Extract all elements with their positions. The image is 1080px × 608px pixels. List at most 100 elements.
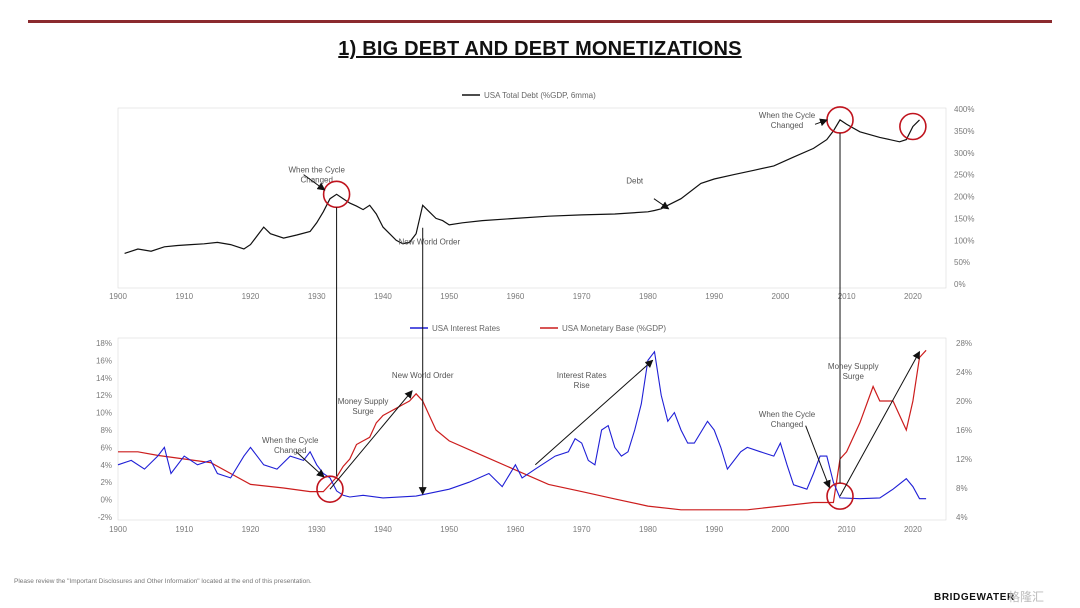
annotation-label: When the Cycle Changed	[759, 111, 816, 130]
top-rule	[28, 20, 1052, 23]
arrow-debt	[653, 198, 670, 210]
y-tick-label: 12%	[96, 391, 112, 400]
y-tick-label: 250%	[954, 171, 974, 180]
y-tick-label: 0%	[954, 280, 966, 289]
x-tick-label: 1980	[639, 525, 657, 534]
x-tick-label: 1940	[374, 292, 392, 301]
annotation-line: Money Supply	[828, 362, 879, 371]
annotation-label: Interest Rates Rise	[557, 371, 607, 390]
y-tick-label: 6%	[100, 443, 112, 452]
bottom-x-axis: 1900 1910 1920 1930 1940 1950 1960 1970 1980 1990…	[109, 525, 922, 534]
annotation-line: Surge	[843, 372, 865, 381]
y-tick-label: 300%	[954, 149, 974, 158]
monetary-series-line	[118, 349, 927, 511]
annotation-line: Interest Rates	[557, 371, 607, 380]
x-tick-label: 1990	[705, 525, 723, 534]
x-tick-label: 2020	[904, 292, 922, 301]
debt-chart-frame	[117, 107, 947, 289]
x-tick-label: 1980	[639, 292, 657, 301]
annotation-label: When the Cycle Changed	[759, 410, 816, 429]
x-tick-label: 1990	[705, 292, 723, 301]
x-tick-label: 1960	[507, 525, 525, 534]
rates-monetary-chart: USA Interest Rates USA Monetary Base (%G…	[96, 324, 972, 534]
rates-chart-frame	[117, 337, 947, 521]
legend-label-debt: USA Total Debt (%GDP, 6mma)	[484, 91, 596, 100]
page-title: 1) BIG DEBT AND DEBT MONETIZATIONS	[338, 38, 742, 60]
x-tick-label: 2010	[838, 525, 856, 534]
highlight-circle	[316, 475, 344, 503]
legend-label-monetary: USA Monetary Base (%GDP)	[562, 324, 666, 333]
y-tick-label: 2%	[100, 478, 112, 487]
y-tick-label: 24%	[956, 368, 972, 377]
x-tick-label: 1920	[242, 525, 260, 534]
y-tick-label: 28%	[956, 339, 972, 348]
top-y-axis: 0% 50% 100% 150% 200% 250% 300% 350% 400%	[954, 105, 974, 289]
x-tick-label: 1930	[308, 292, 326, 301]
x-tick-label: 1940	[374, 525, 392, 534]
annotation-label: When the Cycle Changed	[262, 436, 319, 455]
y-tick-label: 50%	[954, 258, 970, 267]
y-tick-label: 20%	[956, 397, 972, 406]
y-tick-label: 8%	[956, 484, 968, 493]
y-tick-label: 12%	[956, 455, 972, 464]
annotation-line: When the Cycle	[759, 111, 816, 120]
y-tick-label: 14%	[96, 374, 112, 383]
annotation-line: Changed	[771, 121, 803, 130]
x-tick-label: 1900	[109, 525, 127, 534]
arrow-money-surge-1930s	[329, 390, 413, 490]
bottom-left-y-axis: -2% 0% 2% 4% 6% 8% 10% 12% 14% 16% 18%	[96, 339, 112, 522]
bottom-right-y-axis: 4% 8% 12% 16% 20% 24% 28%	[956, 339, 972, 522]
annotation-label: Debt	[626, 176, 644, 185]
arrow-interest-rise	[534, 359, 654, 466]
disclosure-note: Please review the "Important Disclosures…	[14, 578, 312, 585]
annotation-line: Money Supply	[338, 397, 389, 406]
arrow-cycle-2009-bottom	[805, 425, 831, 489]
debt-chart: USA Total Debt (%GDP, 6mma) 1900 1910 1920…	[109, 91, 974, 301]
x-tick-label: 1960	[507, 292, 525, 301]
x-tick-label: 1910	[175, 525, 193, 534]
arrow-cycle-1930s	[303, 174, 326, 191]
x-tick-label: 2010	[838, 292, 856, 301]
y-tick-label: 100%	[954, 236, 974, 245]
x-tick-label: 2000	[772, 525, 790, 534]
x-tick-label: 1910	[175, 292, 193, 301]
x-tick-label: 2020	[904, 525, 922, 534]
x-tick-label: 1900	[109, 292, 127, 301]
y-tick-label: 16%	[956, 426, 972, 435]
annotation-label: New World Order	[398, 238, 460, 247]
y-tick-label: 8%	[100, 426, 112, 435]
arrow-cycle-1930s-bottom	[295, 451, 325, 478]
x-tick-label: 1920	[242, 292, 260, 301]
annotation-label: When the Cycle Changed	[288, 165, 345, 184]
annotation-line: Surge	[352, 407, 374, 416]
y-tick-label: 400%	[954, 105, 974, 114]
annotation-label: Money Supply Surge	[828, 362, 879, 381]
annotation-label: Money Supply Surge	[338, 397, 389, 416]
watermark: 格隆汇	[1008, 590, 1045, 604]
debt-highlight-circles	[322, 106, 927, 209]
x-tick-label: 1950	[440, 292, 458, 301]
rates-series-line	[117, 350, 927, 500]
y-tick-label: 350%	[954, 127, 974, 136]
annotation-line: Changed	[771, 420, 803, 429]
legend-label-rates: USA Interest Rates	[432, 324, 500, 333]
brand-logo: BRIDGEWATER	[934, 592, 1015, 603]
annotation-line: When the Cycle	[759, 410, 816, 419]
y-tick-label: 16%	[96, 356, 112, 365]
arrow-money-surge-2009	[839, 350, 920, 497]
y-tick-label: 10%	[96, 409, 112, 418]
y-tick-label: 18%	[96, 339, 112, 348]
y-tick-label: -2%	[98, 513, 112, 522]
annotation-line: Changed	[300, 175, 332, 184]
annotation-line: Rise	[574, 381, 591, 390]
annotation-line: New World Order	[398, 238, 460, 247]
top-x-axis: 1900 1910 1920 1930 1940 1950 1960 1970 1980 1990…	[109, 292, 922, 301]
x-tick-label: 1930	[308, 525, 326, 534]
x-tick-label: 1970	[573, 525, 591, 534]
debt-series-line	[124, 119, 920, 254]
annotation-line: Debt	[626, 176, 644, 185]
x-tick-label: 1950	[440, 525, 458, 534]
